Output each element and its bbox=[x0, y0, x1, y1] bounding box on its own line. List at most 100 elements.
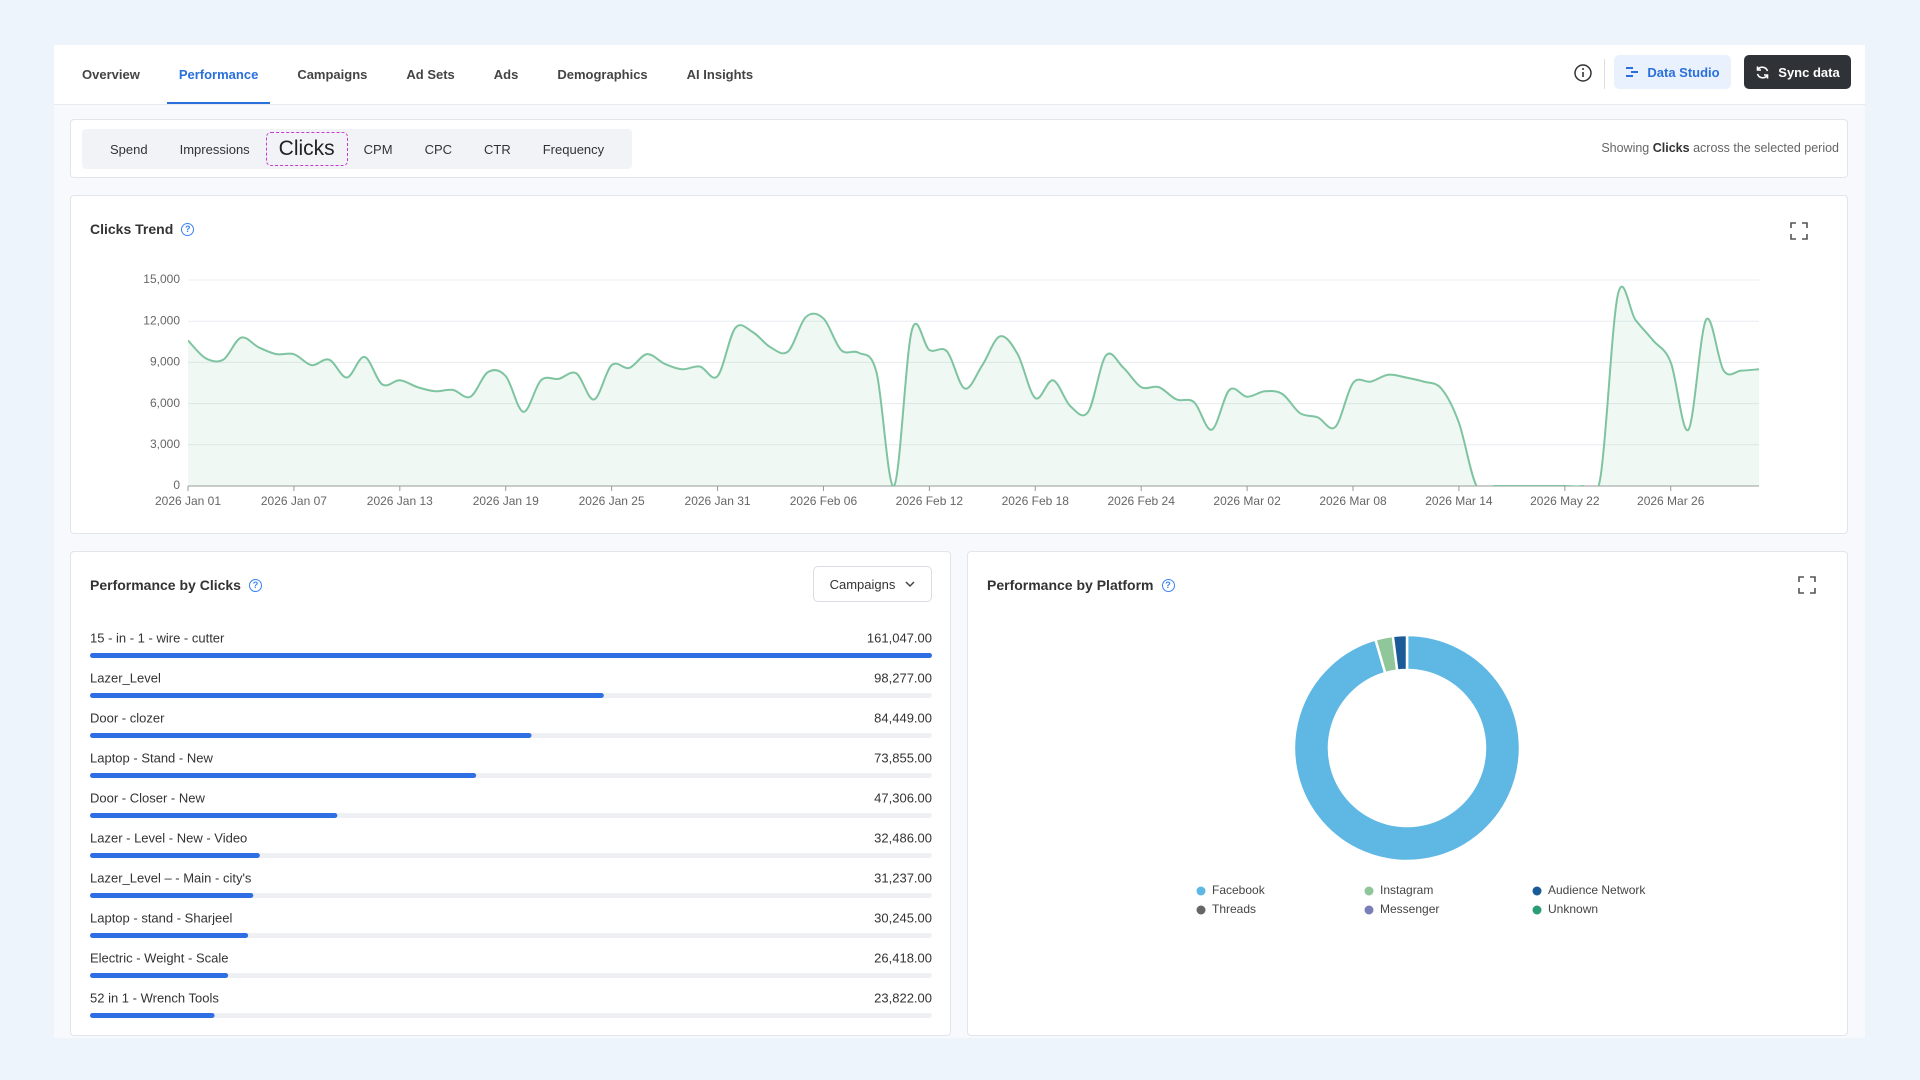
value-label: 31,237.00 bbox=[874, 870, 932, 885]
bar bbox=[90, 973, 229, 978]
tab[interactable]: Ad Sets bbox=[406, 67, 455, 82]
row-label: Lazer_Level bbox=[90, 670, 161, 685]
row-label: Door - Closer - New bbox=[90, 790, 205, 805]
bar-track bbox=[90, 973, 932, 978]
x-tick-label: 2026 Mar 08 bbox=[1319, 494, 1387, 508]
slice bbox=[1292, 633, 1522, 863]
metric-tab[interactable]: Spend bbox=[110, 141, 148, 157]
expand-icon[interactable] bbox=[1798, 576, 1816, 594]
bars-card: Performance by Clicks? Campaigns 15 - in… bbox=[70, 551, 951, 1036]
y-tick-label: 15,000 bbox=[143, 272, 180, 286]
value-label: 84,449.00 bbox=[874, 710, 932, 725]
row-label: Door - clozer bbox=[90, 710, 165, 725]
metric-tab[interactable]: CPM bbox=[363, 141, 393, 157]
x-tick-label: 2026 May 22 bbox=[1530, 494, 1600, 508]
metric-tab[interactable]: Frequency bbox=[542, 141, 605, 157]
metric-tab[interactable]: CPC bbox=[424, 141, 453, 157]
x-tick-label: 2026 Mar 02 bbox=[1213, 494, 1281, 508]
expand-icon[interactable] bbox=[1790, 222, 1808, 240]
x-tick-label: 2026 Jan 13 bbox=[367, 494, 433, 508]
y-tick-label: 6,000 bbox=[150, 396, 180, 410]
value-label: 47,306.00 bbox=[874, 790, 932, 805]
x-tick-label: 2026 Jan 07 bbox=[261, 494, 327, 508]
help-icon[interactable]: ? bbox=[1161, 578, 1175, 592]
line bbox=[188, 285, 1759, 486]
tab[interactable]: Campaigns bbox=[297, 67, 368, 82]
row-label: Lazer_Level – - Main - city's bbox=[90, 870, 252, 885]
bar bbox=[90, 893, 254, 898]
bar-track bbox=[90, 893, 932, 898]
legend-label: Unknown bbox=[1548, 902, 1598, 916]
y-tick-label: 3,000 bbox=[150, 437, 180, 451]
x-tick-label: 2026 Jan 25 bbox=[579, 494, 645, 508]
legend-swatch bbox=[1364, 886, 1374, 896]
bar-list: 15 - in - 1 - wire - cutter 161,047.00 Laz… bbox=[90, 630, 932, 1018]
tab[interactable]: Overview bbox=[82, 67, 140, 82]
tab[interactable]: AI Insights bbox=[686, 67, 754, 82]
dropdown-label: Campaigns bbox=[829, 576, 896, 592]
value-label: 26,418.00 bbox=[874, 950, 932, 965]
text: across the selected period bbox=[1693, 141, 1839, 155]
donut-chart: Facebook Instagram Audience Network Threads… bbox=[1196, 633, 1646, 916]
y-tick-label: 12,000 bbox=[143, 313, 180, 327]
tab[interactable]: Demographics bbox=[557, 67, 648, 82]
x-tick-label: 2026 Jan 31 bbox=[685, 494, 751, 508]
value-label: 98,277.00 bbox=[874, 670, 932, 685]
bar-track bbox=[90, 933, 932, 938]
button-label: Data Studio bbox=[1647, 64, 1720, 80]
bar bbox=[90, 813, 338, 818]
divider bbox=[1604, 59, 1605, 89]
x-tick-label: 2026 Mar 26 bbox=[1637, 494, 1705, 508]
value-label: 161,047.00 bbox=[867, 630, 932, 645]
x-tick-label: 2026 Feb 18 bbox=[1002, 494, 1070, 508]
sync-button[interactable]: Sync data bbox=[1744, 55, 1851, 89]
data-studio-button[interactable]: Data Studio bbox=[1614, 55, 1731, 89]
help-icon[interactable]: ? bbox=[181, 222, 195, 236]
value-label: 32,486.00 bbox=[874, 830, 932, 845]
metric-bar: Spend Impressions Clicks CPM CPC CTR Fre… bbox=[70, 119, 1848, 178]
help-icon[interactable]: ? bbox=[248, 578, 262, 592]
row-label: Laptop - stand - Sharjeel bbox=[90, 910, 232, 925]
legend-label: Audience Network bbox=[1548, 883, 1646, 897]
y-tick-label: 9,000 bbox=[150, 355, 180, 369]
metric-tab-selected[interactable]: Clicks bbox=[265, 132, 348, 166]
legend-label: Facebook bbox=[1212, 883, 1266, 897]
value-label: 30,245.00 bbox=[874, 910, 932, 925]
metric-tab[interactable]: CTR bbox=[484, 141, 511, 157]
bar-track bbox=[90, 1013, 932, 1018]
info-icon[interactable] bbox=[1573, 63, 1593, 83]
bar bbox=[90, 773, 477, 778]
row-label: Lazer - Level - New - Video bbox=[90, 830, 247, 845]
x-tick-label: 2026 Feb 24 bbox=[1107, 494, 1175, 508]
dropdown[interactable]: Campaigns bbox=[813, 566, 932, 602]
tab-active[interactable]: Performance bbox=[166, 45, 271, 104]
value-label: 23,822.00 bbox=[874, 990, 932, 1005]
bar bbox=[90, 733, 532, 738]
card-title: Performance by Clicks? bbox=[90, 577, 262, 593]
legend-swatch bbox=[1532, 886, 1542, 896]
bar bbox=[90, 693, 604, 698]
text: Showing bbox=[1601, 141, 1650, 155]
legend-label: Threads bbox=[1212, 902, 1256, 916]
y-tick-label: 0 bbox=[173, 478, 180, 492]
bar bbox=[90, 1013, 215, 1018]
legend-swatch bbox=[1364, 905, 1374, 915]
bar bbox=[90, 933, 249, 938]
value-label: 73,855.00 bbox=[874, 750, 932, 765]
chevron bbox=[905, 580, 915, 587]
bar-track bbox=[90, 853, 932, 858]
legend-swatch bbox=[1196, 905, 1206, 915]
x-tick-label: 2026 Mar 14 bbox=[1425, 494, 1493, 508]
row-label: 52 in 1 - Wrench Tools bbox=[90, 990, 219, 1005]
tab[interactable]: Ads bbox=[493, 67, 519, 82]
icon bbox=[1756, 65, 1769, 79]
trend-card: Clicks Trend? 0 3,000 6,000 9,000 12,000 15,0… bbox=[70, 195, 1848, 534]
bar bbox=[90, 653, 932, 658]
row-label: Laptop - Stand - New bbox=[90, 750, 213, 765]
row-label: Electric - Weight - Scale bbox=[90, 950, 228, 965]
legend-swatch bbox=[1532, 905, 1542, 915]
card-title: Clicks Trend? bbox=[90, 221, 195, 237]
metric-tab[interactable]: Impressions bbox=[179, 141, 250, 157]
icon bbox=[1626, 67, 1639, 77]
